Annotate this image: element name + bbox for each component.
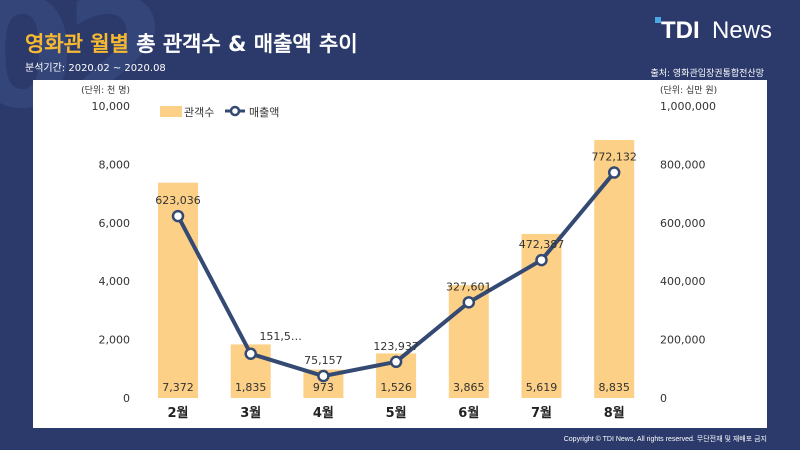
line-point <box>171 209 185 223</box>
y-right-tick-label: 400,000 <box>660 275 706 288</box>
bar <box>594 140 635 398</box>
bar-value-label: 5,619 <box>526 381 558 394</box>
bar-value-label: 3,865 <box>453 381 485 394</box>
title-highlight: 영화관 월별 <box>25 32 129 56</box>
legend-line-label: 매출액 <box>249 106 279 119</box>
y-left-tick-label: 6,000 <box>99 217 131 230</box>
x-tick-label: 4월 <box>313 405 334 421</box>
data-source: 출처: 영화관입장권통합전산망 <box>650 69 764 79</box>
logo-news-text: News <box>712 17 773 44</box>
logo-dot-icon <box>655 17 661 23</box>
analysis-period: 분석기간: 2020.02 ~ 2020.08 <box>25 63 166 74</box>
line-point <box>462 296 476 309</box>
line-value-label: 75,157 <box>304 354 343 367</box>
x-tick-label: 7월 <box>531 405 552 421</box>
legend-bar-label: 관객수 <box>184 106 214 119</box>
y-left-tick-label: 2,000 <box>99 334 131 347</box>
combo-chart: 7,372 1,835 973 1,526 3,865 5,619 8,835 623,03… <box>81 85 717 421</box>
bar-value-label: 1,526 <box>380 381 412 394</box>
line-value-label: 772,132 <box>591 151 637 164</box>
logo-tdi-text: TDI <box>661 17 700 44</box>
y-left-unit-label: (단위: 천 명) <box>81 85 130 96</box>
y-right-tick-label: 0 <box>660 392 667 405</box>
line-point <box>607 166 621 179</box>
line-point <box>535 253 548 267</box>
chart-panel: 7,372 1,835 973 1,526 3,865 5,619 8,835 623,03… <box>33 80 767 428</box>
y-right-unit-label: (단위: 십만 원) <box>660 85 717 96</box>
line-value-label: 327,601 <box>446 280 492 293</box>
copyright-notice: Copyright © TDI News, All rights reserve… <box>563 436 767 443</box>
legend-bar-swatch <box>160 106 182 117</box>
bar-value-label: 1,835 <box>235 381 267 394</box>
x-tick-label: 3월 <box>240 405 261 421</box>
axes: 2월 3월 4월 5월 6월 7월 8월 0 2,000 4,000 6,000 8,000 10,00… <box>81 85 717 421</box>
y-right-tick-label: 800,000 <box>660 158 706 171</box>
x-tick-label: 5월 <box>386 405 407 421</box>
title-rest: 총 관객수 & 매출액 추이 <box>136 32 358 56</box>
line-value-label: 123,937 <box>373 340 419 353</box>
y-left-tick-label: 4,000 <box>99 275 131 288</box>
x-tick-label: 8월 <box>604 405 625 421</box>
legend-line-marker <box>229 105 241 117</box>
y-right-tick-label: 600,000 <box>660 217 706 230</box>
bar-value-label: 7,372 <box>162 381 194 394</box>
line-point <box>389 355 403 369</box>
line-series: 623,036 151,5…75,157 123,937 327,601 472,387… <box>155 151 637 383</box>
line-value-label: 151,5… <box>259 330 302 343</box>
bar-value-label: 8,835 <box>598 381 630 394</box>
y-right-tick-label: 200,000 <box>660 334 706 347</box>
line-value-label: 472,387 <box>519 238 565 251</box>
y-left-tick-label: 10,000 <box>92 100 131 113</box>
line-point <box>244 347 257 361</box>
y-left-tick-label: 8,000 <box>99 158 131 171</box>
y-right-tick-label: 1,000,000 <box>660 100 716 113</box>
bar-value-label: 973 <box>313 381 334 394</box>
x-tick-label: 2월 <box>167 405 188 421</box>
chart-title: 영화관 월별 총 관객수 & 매출액 추이 <box>25 28 358 58</box>
legend: 관객수 매출액 <box>160 105 279 119</box>
x-tick-label: 6월 <box>458 405 479 421</box>
y-left-tick-label: 0 <box>123 392 130 405</box>
line-point <box>317 369 330 383</box>
line-value-label: 623,036 <box>155 194 201 207</box>
